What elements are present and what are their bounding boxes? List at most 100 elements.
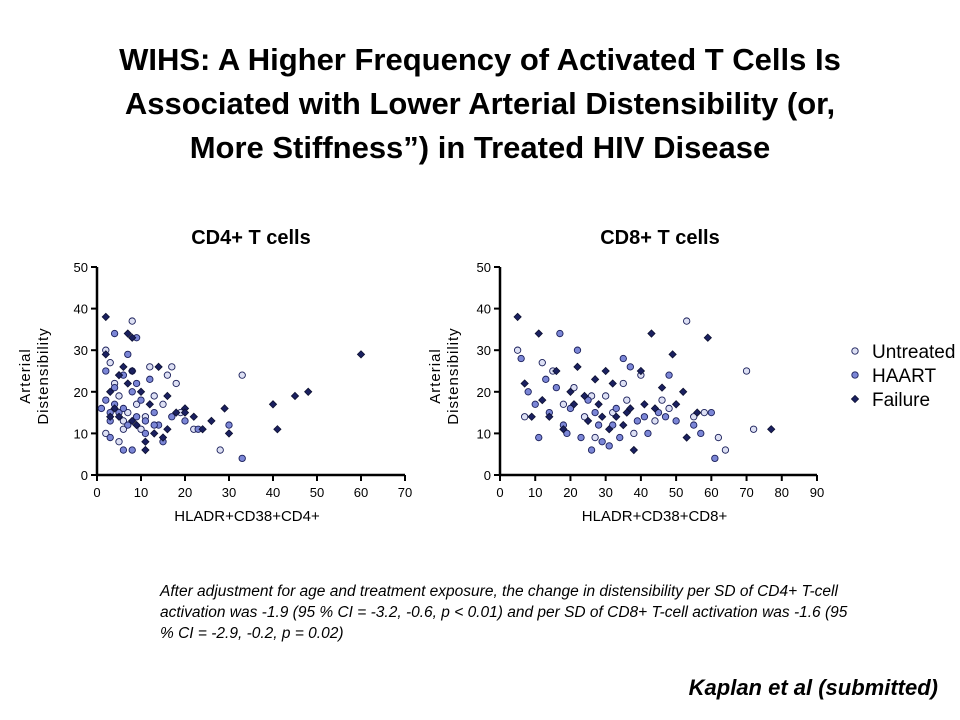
data-point-failure [538,395,547,405]
x-tick-label: 40 [634,485,648,500]
data-point-haart [542,375,550,383]
y-tick-label: 10 [74,426,88,441]
data-point-untreated [742,367,751,375]
x-tick-label: 60 [704,485,718,500]
x-tick-label: 80 [775,485,789,500]
data-point-untreated [602,392,610,400]
chart-legend: Untreated HAART Failure [850,342,955,411]
data-point-failure [590,375,600,384]
data-point-haart [128,388,136,396]
data-point-failure [552,366,561,376]
data-point-haart [168,413,176,421]
data-point-haart [132,413,141,421]
data-point-haart [535,433,543,442]
data-point-haart [181,417,189,425]
y-tick-label: 20 [74,385,88,400]
data-point-untreated [168,363,176,371]
citation: Kaplan et al (submitted) [688,675,938,700]
chart-title: CD8+ T cells [600,227,720,249]
data-point-untreated [163,371,172,379]
legend-marker-failure [850,394,860,404]
data-point-failure [573,362,582,372]
data-point-failure [224,429,234,438]
data-point-haart [690,421,698,429]
data-point-haart [609,421,617,429]
data-point-untreated [172,379,180,388]
data-point-failure [123,329,132,338]
x-tick-label: 70 [739,485,753,500]
data-point-haart [661,413,670,421]
data-point-failure [172,408,181,417]
x-tick-label: 90 [810,485,824,500]
data-point-untreated [216,446,224,454]
data-point-failure [569,400,579,409]
data-point-failure [608,379,617,388]
data-point-haart [110,383,119,392]
data-point-failure [612,412,621,421]
x-tick-label: 60 [354,485,368,500]
y-axis-label-line2: Distensibility [35,327,52,424]
data-point-failure [220,404,229,413]
data-point-haart [124,421,132,429]
data-point-failure [583,416,593,426]
data-point-failure [290,391,300,401]
data-point-failure [693,408,702,417]
data-point-untreated [521,413,529,421]
data-point-failure [158,433,168,442]
chart-title: CD4+ T cells [191,227,311,249]
data-point-failure [114,370,124,380]
data-point-untreated [513,346,522,354]
data-point-failure [145,400,154,409]
x-tick-label: 30 [222,485,236,500]
data-point-untreated [749,425,758,433]
data-point-failure [128,333,137,342]
data-point-untreated [159,400,167,408]
y-tick-label: 40 [477,302,491,317]
data-point-haart [124,350,132,359]
data-point-failure [594,400,603,409]
data-point-haart [672,417,680,425]
y-tick-label: 20 [477,385,491,400]
data-point-haart [711,454,719,463]
data-point-failure [128,366,137,376]
data-point-failure [671,400,681,409]
data-point-untreated [238,371,246,379]
data-point-untreated [538,359,546,367]
data-point-untreated [591,433,599,442]
data-point-haart [626,363,634,371]
data-point-untreated [721,446,730,454]
data-point-failure [189,412,198,421]
legend-label-untreated: Untreated [872,342,955,363]
data-point-failure [597,412,607,421]
data-point-haart [102,367,110,375]
data-point-haart [137,396,145,404]
data-point-haart [128,446,136,454]
data-point-haart [119,446,128,454]
data-point-haart [110,329,119,338]
data-point-haart [150,421,158,429]
y-tick-label: 10 [477,426,491,441]
y-axis-label-line2: Distensibility [445,327,462,424]
y-tick-label: 50 [74,260,88,275]
y-tick-label: 0 [484,468,491,483]
slide-title: WIHS: A Higher Frequency of Activated T … [119,42,841,165]
data-point-failure [106,412,115,421]
data-point-untreated [570,383,578,392]
data-point-haart [531,400,539,408]
data-point-haart [517,354,525,363]
data-point-failure [650,404,660,413]
data-point-failure [527,412,536,421]
legend-marker-untreated [851,347,859,355]
data-point-failure [268,400,278,409]
data-point-untreated [115,392,123,400]
data-point-haart [225,421,233,429]
data-point-failure [141,437,150,446]
y-tick-label: 40 [74,302,88,317]
data-point-failure [150,429,159,438]
data-point-failure [123,379,132,388]
y-tick-label: 30 [74,343,88,358]
data-point-failure [767,425,776,434]
x-tick-label: 10 [528,485,542,500]
data-point-untreated [128,317,136,325]
data-point-haart [563,429,571,438]
